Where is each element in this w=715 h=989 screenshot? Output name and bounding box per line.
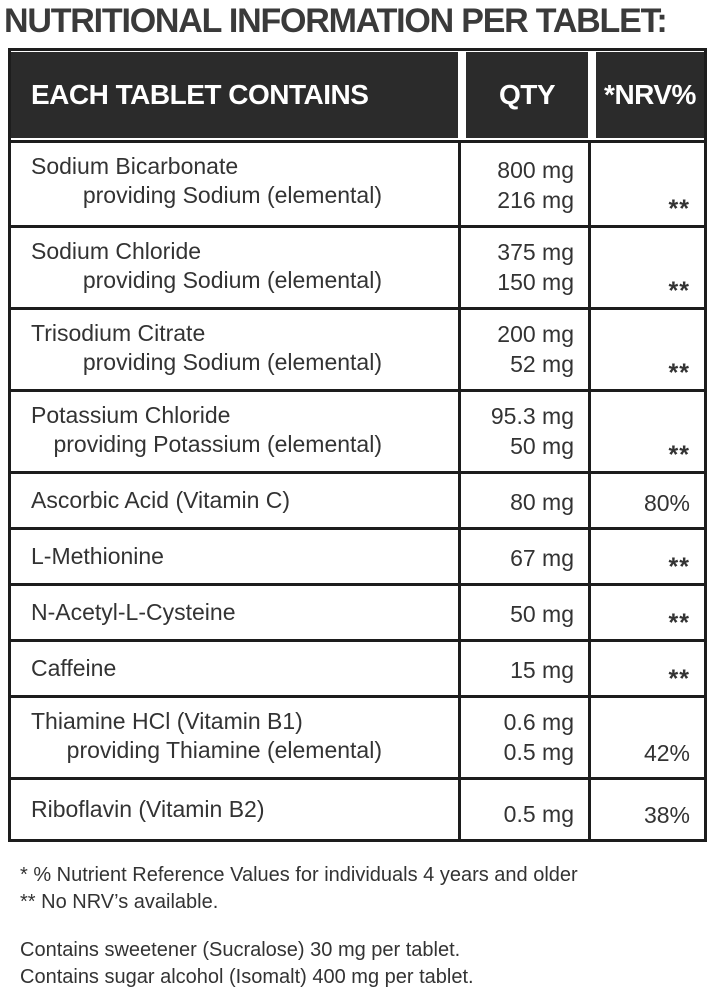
ingredient-name: N-Acetyl-L-Cysteine — [31, 598, 236, 625]
qty-cell: 800 mg 216 mg — [458, 143, 588, 225]
qty-value: 0.5 mg — [503, 801, 574, 828]
qty-value: 95.3 mg — [490, 403, 574, 430]
qty-cell: 200 mg 52 mg — [458, 310, 588, 389]
nrv-cell: ** — [588, 586, 704, 639]
ingredient-name: Potassium Chloride — [31, 402, 231, 428]
table-row: Trisodium Citrate providing Sodium (elem… — [11, 307, 704, 389]
nrv-cell: ** — [588, 392, 704, 471]
header-cell-qty: QTY — [458, 52, 588, 138]
qty-value: 200 mg — [497, 321, 574, 348]
footnote-sugar-alcohol: Contains sugar alcohol (Isomalt) 400 mg … — [20, 965, 474, 988]
qty-value: 0.5 mg — [503, 739, 574, 766]
ingredient-name-cell: Potassium Chloride providing Potassium (… — [11, 392, 458, 471]
nrv-cell: ** — [588, 143, 704, 225]
ingredient-name-cell: Thiamine HCl (Vitamin B1) providing Thia… — [11, 698, 458, 777]
ingredient-subline: providing Thiamine (elemental) — [66, 737, 382, 764]
table-body: Sodium Bicarbonate providing Sodium (ele… — [11, 143, 704, 839]
ingredient-name: L-Methionine — [31, 542, 164, 569]
table-row: Potassium Chloride providing Potassium (… — [11, 389, 704, 471]
nrv-cell: ** — [588, 642, 704, 695]
nrv-value: 42% — [643, 740, 690, 766]
ingredient-name-cell: Trisodium Citrate providing Sodium (elem… — [11, 310, 458, 389]
nrv-value: 38% — [643, 802, 690, 828]
qty-value: 52 mg — [510, 351, 574, 378]
ingredient-subline: providing Sodium (elemental) — [82, 182, 382, 209]
ingredient-name-cell: Sodium Bicarbonate providing Sodium (ele… — [11, 143, 458, 225]
table-row: N-Acetyl-L-Cysteine 50 mg ** — [11, 583, 704, 639]
nrv-value: ** — [668, 553, 690, 581]
qty-value: 50 mg — [510, 433, 574, 460]
nrv-cell: 42% — [588, 698, 704, 777]
qty-value: 150 mg — [497, 269, 574, 296]
nrv-value: ** — [668, 195, 690, 223]
qty-cell: 0.5 mg — [458, 780, 588, 839]
qty-value: 15 mg — [510, 657, 574, 684]
ingredient-name-cell: L-Methionine — [11, 530, 458, 583]
qty-value: 216 mg — [497, 187, 574, 214]
footnote-spacer — [20, 917, 715, 939]
qty-value: 0.6 mg — [503, 709, 574, 736]
ingredient-name-cell: Sodium Chloride providing Sodium (elemen… — [11, 228, 458, 307]
page-title: NUTRITIONAL INFORMATION PER TABLET: — [4, 2, 668, 40]
footnote-sweetener: Contains sweetener (Sucralose) 30 mg per… — [20, 939, 461, 962]
table-row: Sodium Chloride providing Sodium (elemen… — [11, 225, 704, 307]
qty-value: 50 mg — [510, 601, 574, 628]
ingredient-subline: providing Sodium (elemental) — [82, 267, 382, 294]
ingredient-name-cell: N-Acetyl-L-Cysteine — [11, 586, 458, 639]
qty-cell: 375 mg 150 mg — [458, 228, 588, 307]
nrv-cell: ** — [588, 228, 704, 307]
footnote-no-nrv: ** No NRV’s available. — [20, 890, 219, 913]
qty-value: 80 mg — [510, 489, 574, 516]
table-row: Riboflavin (Vitamin B2) 0.5 mg 38% — [11, 777, 704, 839]
header-cell-each-tablet-contains: EACH TABLET CONTAINS — [11, 52, 458, 138]
nrv-value: 80% — [643, 490, 690, 516]
nrv-value: ** — [668, 441, 690, 469]
nrv-cell: ** — [588, 530, 704, 583]
table-row: Ascorbic Acid (Vitamin C) 80 mg 80% — [11, 471, 704, 527]
table-row: Caffeine 15 mg ** — [11, 639, 704, 695]
qty-value: 800 mg — [497, 157, 574, 184]
qty-value: 375 mg — [497, 239, 574, 266]
ingredient-name-cell: Riboflavin (Vitamin B2) — [11, 780, 458, 839]
header-cell-nrv: *NRV% — [588, 52, 704, 138]
nrv-value: ** — [668, 277, 690, 305]
ingredient-name: Riboflavin (Vitamin B2) — [31, 795, 265, 822]
qty-cell: 95.3 mg 50 mg — [458, 392, 588, 471]
qty-cell: 67 mg — [458, 530, 588, 583]
ingredient-name: Sodium Chloride — [31, 238, 202, 264]
nrv-cell: 38% — [588, 780, 704, 839]
ingredient-name: Sodium Bicarbonate — [31, 153, 239, 179]
ingredient-name: Trisodium Citrate — [31, 320, 206, 346]
qty-cell: 0.6 mg 0.5 mg — [458, 698, 588, 777]
table-row: L-Methionine 67 mg ** — [11, 527, 704, 583]
nrv-value: ** — [668, 359, 690, 387]
ingredient-name: Ascorbic Acid (Vitamin C) — [31, 486, 291, 513]
table-header-row: EACH TABLET CONTAINS QTY *NRV% — [11, 51, 704, 143]
ingredient-subline: providing Sodium (elemental) — [82, 349, 382, 376]
footnotes: * % Nutrient Reference Values for indivi… — [20, 864, 715, 989]
qty-cell: 15 mg — [458, 642, 588, 695]
ingredient-name: Thiamine HCl (Vitamin B1) — [31, 708, 303, 734]
qty-cell: 80 mg — [458, 474, 588, 527]
nrv-cell: ** — [588, 310, 704, 389]
ingredient-subline: providing Potassium (elemental) — [53, 431, 382, 458]
nrv-value: ** — [668, 665, 690, 693]
footnote-nrv-reference: * % Nutrient Reference Values for indivi… — [20, 864, 578, 886]
ingredient-name: Caffeine — [31, 654, 117, 681]
qty-value: 67 mg — [510, 545, 574, 572]
nrv-cell: 80% — [588, 474, 704, 527]
ingredient-name-cell: Caffeine — [11, 642, 458, 695]
nutrition-table: EACH TABLET CONTAINS QTY *NRV% Sodium Bi… — [8, 48, 707, 842]
ingredient-name-cell: Ascorbic Acid (Vitamin C) — [11, 474, 458, 527]
nrv-value: ** — [668, 609, 690, 637]
qty-cell: 50 mg — [458, 586, 588, 639]
table-row: Thiamine HCl (Vitamin B1) providing Thia… — [11, 695, 704, 777]
table-row: Sodium Bicarbonate providing Sodium (ele… — [11, 143, 704, 225]
